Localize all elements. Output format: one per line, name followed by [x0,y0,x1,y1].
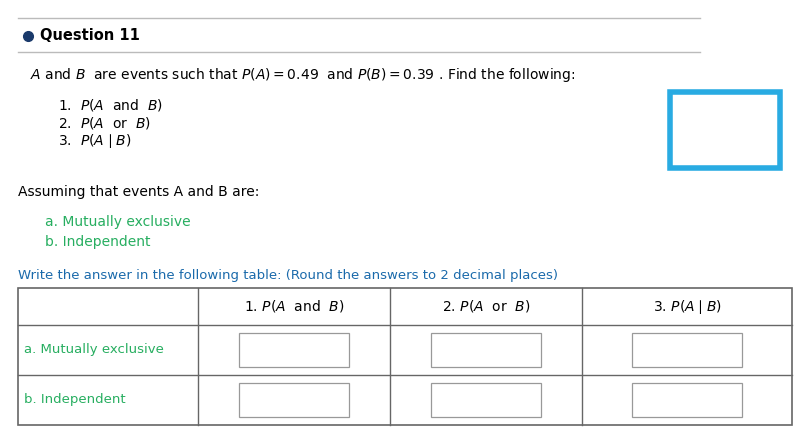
Text: Assuming that events A and B are:: Assuming that events A and B are: [18,185,259,199]
Text: a. Mutually exclusive: a. Mutually exclusive [24,343,164,356]
Text: a. Mutually exclusive: a. Mutually exclusive [45,215,190,229]
Text: 3.  $P(A\mid B)$: 3. $P(A\mid B)$ [58,132,131,150]
Text: 1. $P(A$  and  $B)$: 1. $P(A$ and $B)$ [244,299,344,314]
Text: b. Independent: b. Independent [45,235,151,249]
Text: Question 11: Question 11 [40,29,140,44]
Text: b. Independent: b. Independent [24,394,126,407]
Text: 2.  $P(A$  or  $B)$: 2. $P(A$ or $B)$ [58,115,151,131]
Text: 2. $P(A$  or  $B)$: 2. $P(A$ or $B)$ [441,299,531,314]
Text: 1.  $P(A$  and  $B)$: 1. $P(A$ and $B)$ [58,97,163,113]
Text: 3. $P(A\mid B)$: 3. $P(A\mid B)$ [653,298,722,315]
Text: $A$ and $B$  are events such that $P(A) = 0.49$  and $P(B) = 0.39$ . Find the fo: $A$ and $B$ are events such that $P(A) =… [30,66,575,84]
Text: Write the answer in the following table: (Round the answers to 2 decimal places): Write the answer in the following table:… [18,269,558,282]
